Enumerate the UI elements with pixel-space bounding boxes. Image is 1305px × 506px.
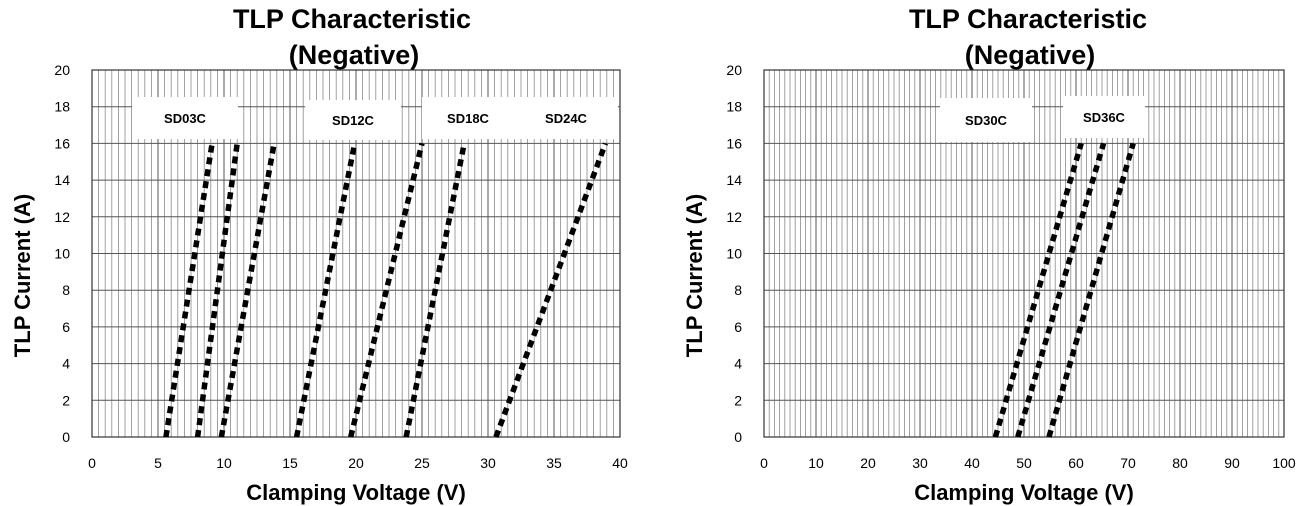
chart-subtitle: (Negative)	[289, 40, 420, 70]
x-tick-label: 35	[546, 455, 562, 471]
x-tick-label: 0	[88, 455, 96, 471]
series-line-3	[1046, 142, 1136, 438]
x-tick-label: 10	[216, 455, 232, 471]
y-tick-label: 2	[62, 392, 70, 408]
y-tick-label: 4	[62, 356, 70, 372]
y-tick-label: 2	[734, 392, 742, 408]
chart-title: TLP Characteristic	[233, 4, 471, 34]
series-label-box	[1063, 96, 1145, 138]
series-label: SD36C	[1083, 110, 1126, 125]
x-tick-label: 0	[760, 455, 768, 471]
x-tick-label: 30	[912, 455, 928, 471]
series-label: SD03C	[164, 111, 207, 126]
series-label: SD12C	[332, 113, 375, 128]
plot-area	[91, 69, 621, 438]
y-axis-label: TLP Current (A)	[10, 194, 35, 357]
x-tick-label: 30	[480, 455, 496, 471]
series-label-box	[132, 97, 238, 139]
x-tick-label: 25	[414, 455, 430, 471]
x-axis-label: Clamping Voltage (V)	[246, 480, 466, 505]
y-tick-label: 10	[54, 246, 70, 262]
x-tick-label: 40	[612, 455, 628, 471]
y-tick-label: 18	[54, 99, 70, 115]
series-line-3	[218, 142, 277, 438]
x-tick-label: 60	[1068, 455, 1084, 471]
series-label-box	[940, 98, 1032, 142]
y-tick-label: 6	[734, 319, 742, 335]
y-tick-label: 20	[54, 62, 70, 78]
series-label-box	[422, 97, 514, 139]
y-axis-label: TLP Current (A)	[682, 194, 707, 357]
y-tick-label: 16	[54, 135, 70, 151]
x-tick-label: 40	[964, 455, 980, 471]
y-tick-label: 20	[726, 62, 742, 78]
x-tick-label: 50	[1016, 455, 1032, 471]
series-line-1	[163, 142, 215, 438]
x-tick-label: 70	[1120, 455, 1136, 471]
series-line-2	[1015, 142, 1107, 438]
x-tick-label: 15	[282, 455, 298, 471]
x-tick-label: 10	[808, 455, 824, 471]
plot-area	[763, 69, 1285, 438]
x-tick-label: 20	[860, 455, 876, 471]
series-line-5	[348, 142, 425, 438]
x-axis-label: Clamping Voltage (V)	[914, 480, 1134, 505]
y-tick-label: 8	[734, 282, 742, 298]
y-tick-label: 12	[726, 209, 742, 225]
chart-panel-1: TLP Characteristic (Negative) SD03C SD12C SD…	[10, 4, 628, 505]
series-line-6	[403, 142, 467, 438]
y-tick-label: 6	[62, 319, 70, 335]
x-tick-label: 80	[1172, 455, 1188, 471]
series-line-7	[493, 142, 609, 438]
y-tick-label: 12	[54, 209, 70, 225]
y-tick-label: 4	[734, 356, 742, 372]
x-tick-label: 5	[154, 455, 162, 471]
y-tick-label: 18	[726, 99, 742, 115]
series-label-box	[305, 100, 401, 140]
chart-panel-2: TLP Characteristic (Negative) SD30C SD36C 0 2…	[682, 4, 1296, 505]
series-label: SD30C	[965, 113, 1008, 128]
series-label: SD24C	[545, 111, 588, 126]
y-tick-label: 8	[62, 282, 70, 298]
y-tick-label: 14	[726, 172, 742, 188]
series-line-1	[992, 142, 1084, 438]
x-tick-label: 100	[1272, 455, 1296, 471]
chart-title: TLP Characteristic	[909, 4, 1147, 34]
y-tick-label: 10	[726, 246, 742, 262]
series-label-box	[514, 97, 618, 139]
y-tick-label: 0	[62, 429, 70, 445]
series-line-2	[194, 143, 240, 438]
y-tick-label: 14	[54, 172, 70, 188]
y-tick-label: 0	[734, 429, 742, 445]
x-tick-label: 90	[1224, 455, 1240, 471]
y-tick-label: 16	[726, 135, 742, 151]
series-line-4	[293, 142, 358, 438]
chart-subtitle: (Negative)	[965, 40, 1096, 70]
series-label: SD18C	[447, 111, 490, 126]
x-tick-label: 20	[348, 455, 364, 471]
